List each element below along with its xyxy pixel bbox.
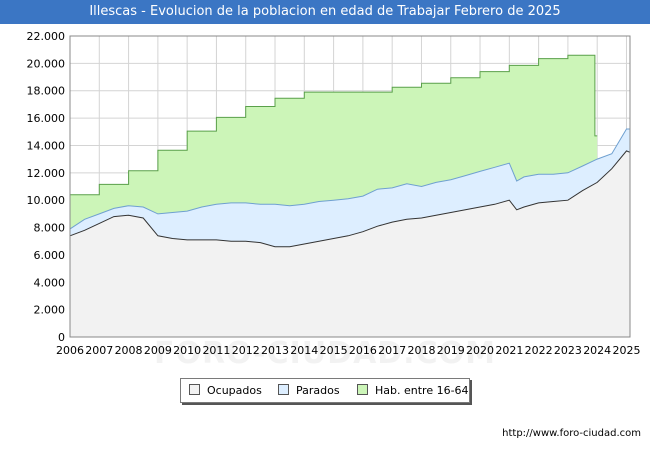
y-tick-label: 14.000 (27, 139, 66, 152)
tick-labels: 0 2.000 4.000 6.000 8.000 10.000 12.000 14.000 1… (27, 30, 641, 357)
legend-label-hab: Hab. entre 16-64 (375, 384, 469, 397)
x-tick-label: 2014 (290, 344, 318, 357)
legend-swatch-parados (278, 384, 289, 395)
x-tick-label: 2023 (554, 344, 582, 357)
x-tick-label: 2012 (232, 344, 260, 357)
line-hab (70, 54, 598, 196)
x-tick-label: 2018 (407, 344, 435, 357)
y-tick-label: 20.000 (27, 57, 66, 70)
y-tick-label: 6.000 (34, 249, 66, 262)
x-tick-label: 2013 (261, 344, 289, 357)
legend: Ocupados Parados Hab. entre 16-64 (180, 378, 470, 403)
y-tick-label: 2.000 (34, 304, 66, 317)
x-tick-label: 2011 (202, 344, 230, 357)
legend-swatch-ocupados (189, 384, 200, 395)
y-tick-label: 10.000 (27, 194, 66, 207)
areas (69, 54, 631, 337)
y-tick-label: 0 (58, 331, 65, 344)
x-tick-label: 2017 (378, 344, 406, 357)
legend-label-parados: Parados (296, 384, 340, 397)
y-tick-label: 22.000 (27, 30, 66, 43)
chart-title: Illescas - Evolucion de la poblacion en … (0, 0, 650, 24)
x-tick-label: 2008 (115, 344, 143, 357)
y-tick-label: 8.000 (34, 222, 66, 235)
x-tick-label: 2009 (144, 344, 172, 357)
legend-swatch-hab (357, 384, 368, 395)
x-tick-label: 2019 (437, 344, 465, 357)
x-tick-label: 2020 (466, 344, 494, 357)
x-tick-label: 2007 (85, 344, 113, 357)
x-tick-label: 2024 (583, 344, 611, 357)
legend-item-parados: Parados (278, 384, 340, 398)
x-tick-label: 2022 (525, 344, 553, 357)
x-tick-label: 2010 (173, 344, 201, 357)
watermark: FORO-CIUDAD.COM (154, 336, 496, 371)
legend-item-ocupados: Ocupados (189, 384, 262, 398)
source-url: http://www.foro-ciudad.com (502, 428, 641, 439)
y-tick-label: 12.000 (27, 167, 66, 180)
legend-item-hab: Hab. entre 16-64 (357, 384, 469, 398)
plot-frame (69, 35, 631, 338)
y-tick-label: 18.000 (27, 85, 66, 98)
x-tick-label: 2025 (612, 344, 640, 357)
x-tick-label: 2006 (56, 344, 84, 357)
y-tick-label: 16.000 (27, 112, 66, 125)
line-parados (69, 128, 630, 230)
line-ocupados (69, 150, 631, 248)
y-tick-label: 4.000 (34, 276, 66, 289)
x-tick-label: 2021 (495, 344, 523, 357)
x-tick-label: 2016 (349, 344, 377, 357)
x-tick-label: 2015 (320, 344, 348, 357)
area-ocupados (70, 150, 630, 337)
legend-label-ocupados: Ocupados (207, 384, 262, 397)
